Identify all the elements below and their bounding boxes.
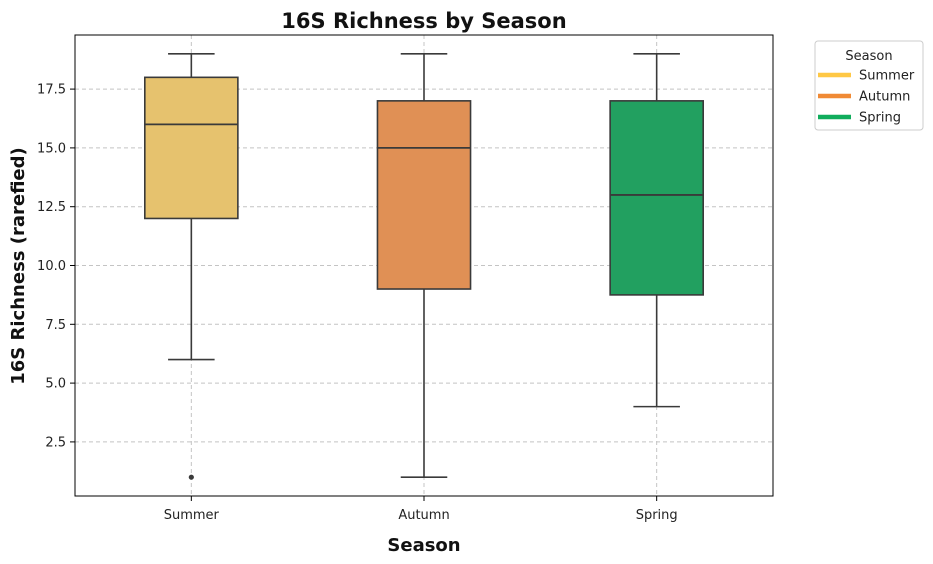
y-axis-label: 16S Richness (rarefied) (8, 147, 29, 385)
y-tick-label: 7.5 (45, 318, 66, 333)
boxes (144, 53, 705, 480)
legend-items: Summer Autumn Spring (818, 69, 915, 126)
y-tick-label: 17.5 (37, 83, 66, 98)
box-summer (144, 53, 239, 480)
chart-title: 16S Richness by Season (281, 9, 566, 33)
x-tick-label: Autumn (398, 508, 449, 523)
y-tick-label: 15.0 (37, 141, 66, 156)
iqr-box (144, 76, 239, 220)
legend-label: Autumn (859, 90, 910, 105)
iqr-box (376, 100, 472, 290)
legend: Season Summer Autumn Spring (814, 40, 924, 131)
legend-title: Season (845, 49, 892, 64)
outlier-point (188, 474, 194, 480)
y-tick-label: 5.0 (45, 377, 66, 392)
y-tick-label: 12.5 (37, 200, 66, 215)
x-tick-label: Summer (164, 508, 220, 523)
y-tick-label: 2.5 (45, 435, 66, 450)
x-axis: Summer Autumn Spring (164, 496, 678, 523)
x-tick-label: Spring (636, 508, 678, 523)
iqr-box (609, 100, 705, 296)
legend-label: Spring (859, 111, 901, 126)
legend-label: Summer (859, 69, 915, 84)
box-autumn (376, 53, 472, 478)
legend-frame (814, 40, 924, 131)
y-axis: 2.5 5.0 7.5 10.0 12.5 15.0 17.5 (37, 83, 75, 450)
box-spring (609, 53, 705, 408)
x-axis-label: Season (387, 535, 460, 556)
y-tick-label: 10.0 (37, 259, 66, 274)
